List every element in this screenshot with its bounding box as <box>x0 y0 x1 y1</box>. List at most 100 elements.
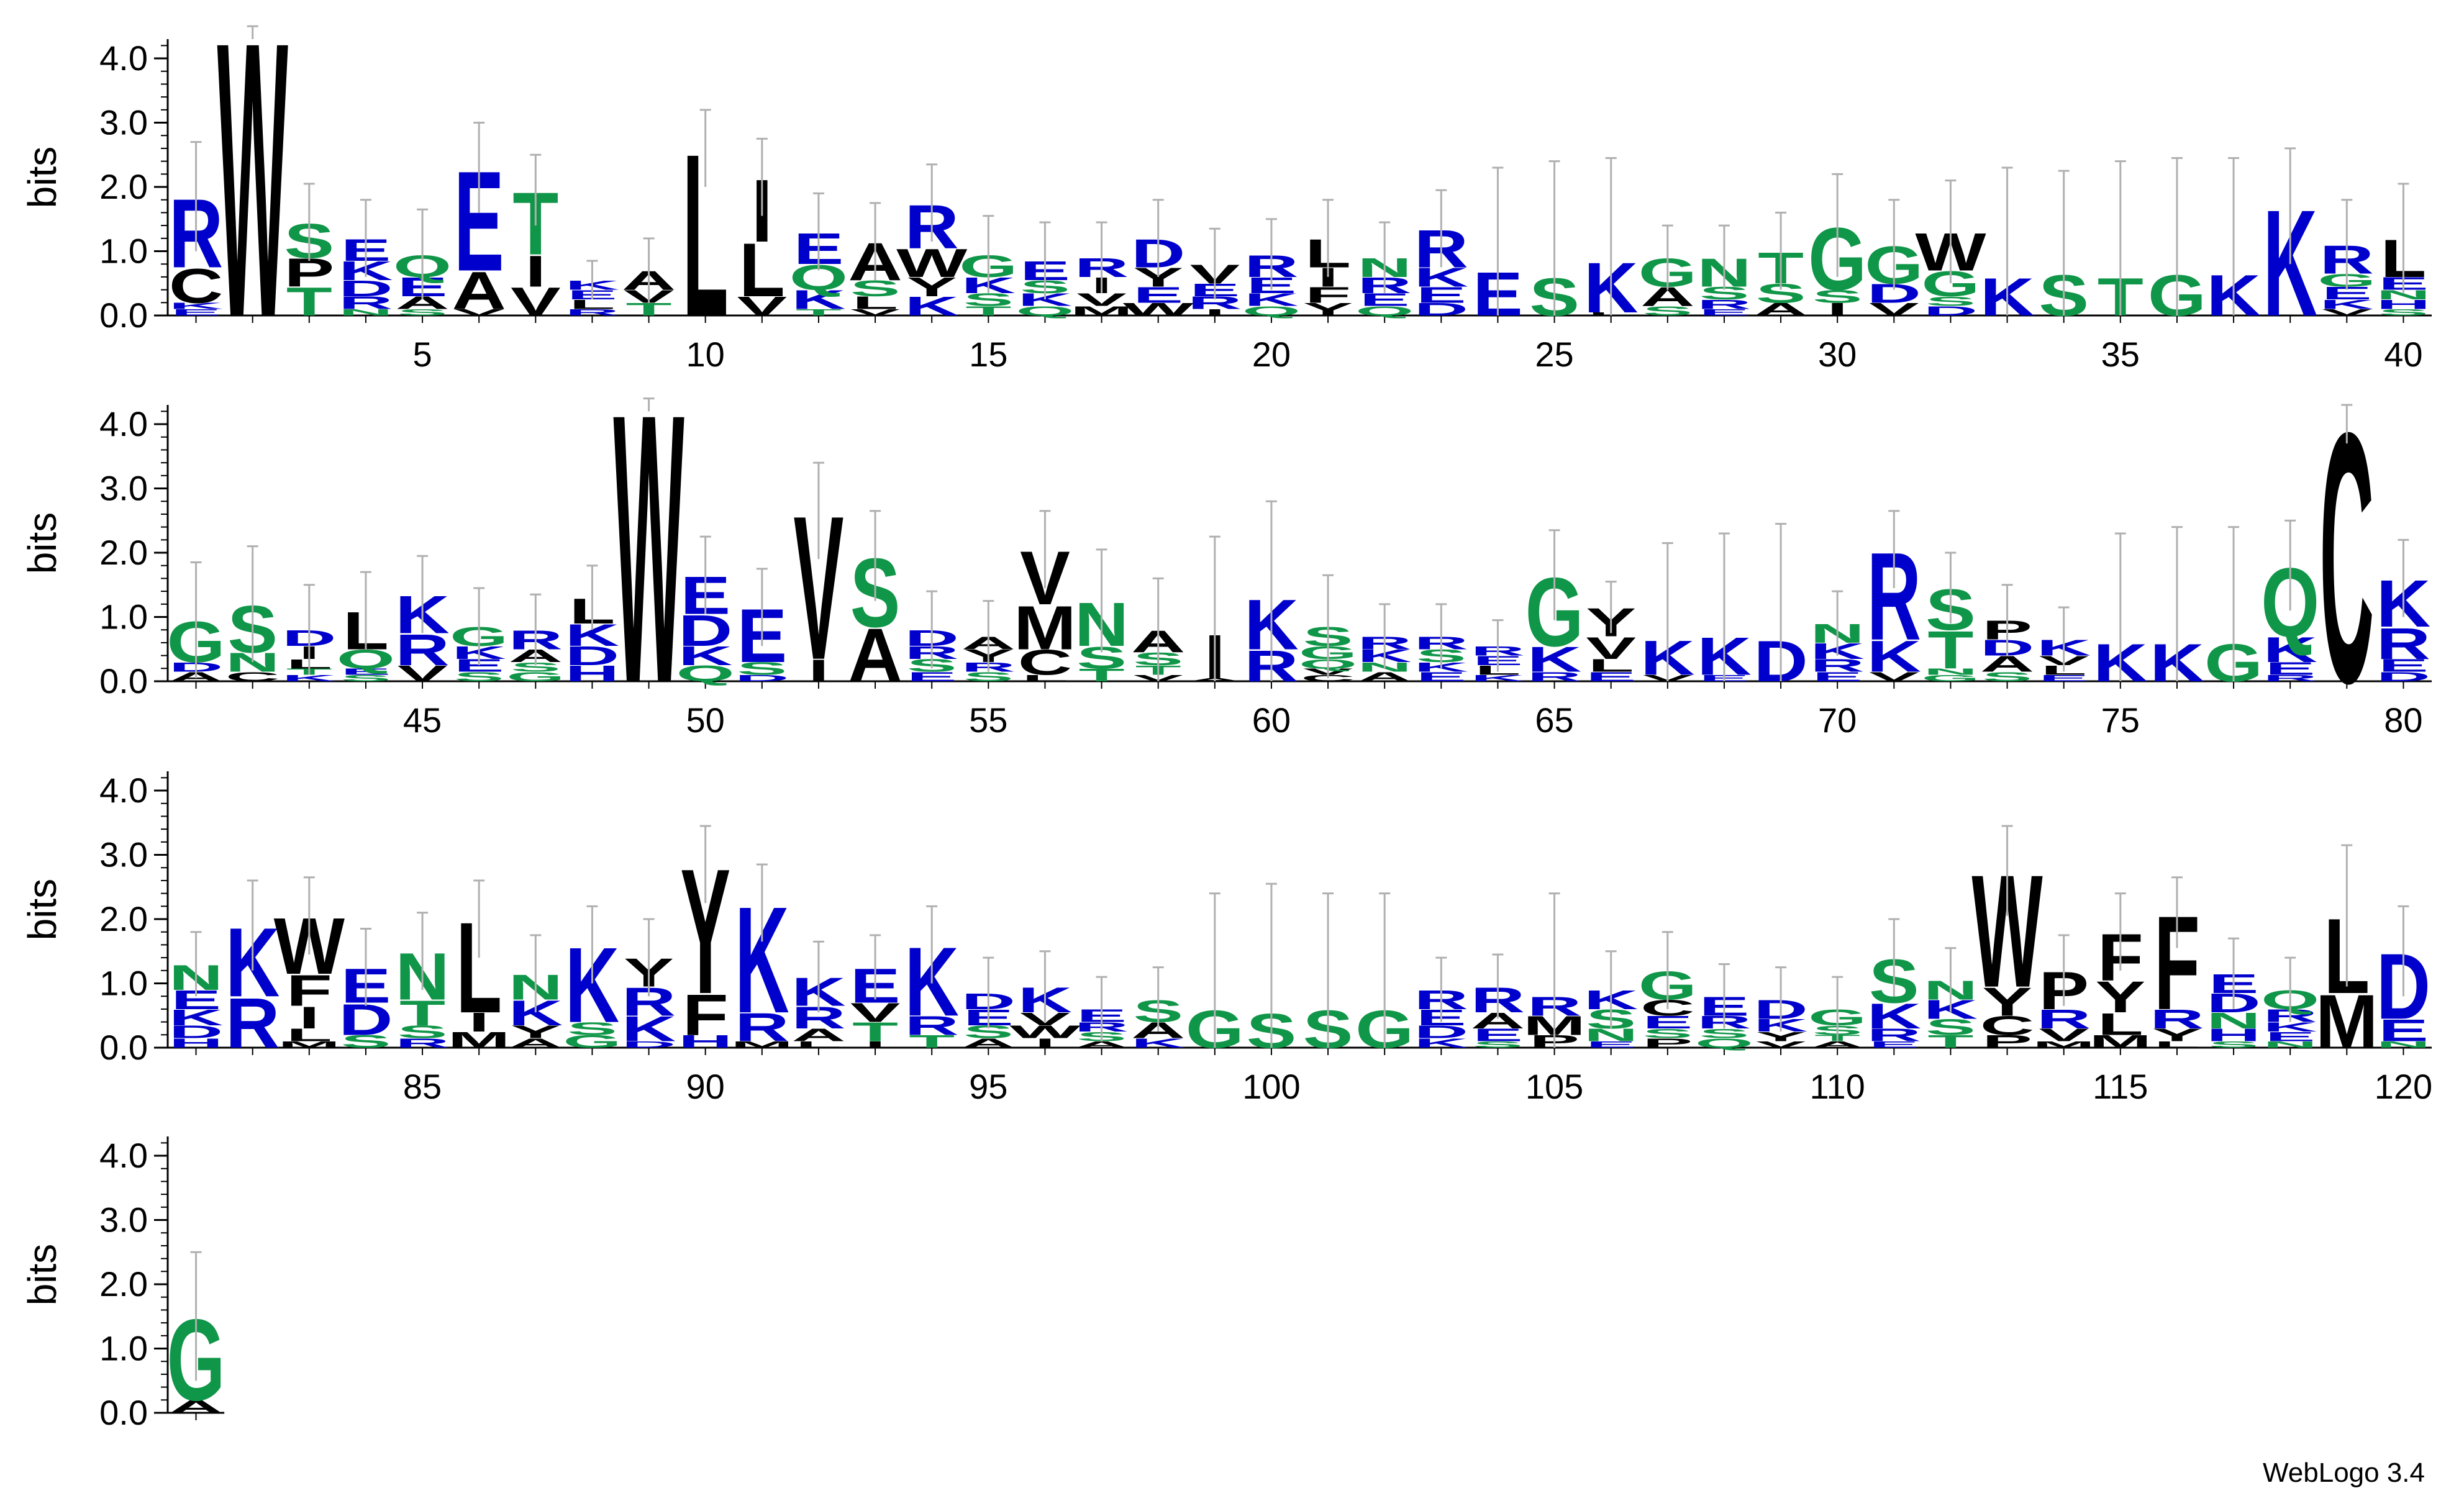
residue-K: K <box>1414 263 1468 292</box>
residue-H: H <box>2206 1025 2260 1045</box>
residue-E: E <box>2265 1029 2316 1044</box>
residue-G: G <box>1921 673 1980 683</box>
x-tick-label: 55 <box>969 701 1007 740</box>
residue-C: C <box>225 669 280 684</box>
residue-K: K <box>2263 630 2317 669</box>
residue-Y: Y <box>2095 973 2145 1022</box>
x-tick-label: 50 <box>686 701 725 740</box>
residue-T: T <box>1927 1032 1973 1051</box>
stack-position-59: AI <box>1188 535 1242 692</box>
residue-M: M <box>730 1040 793 1050</box>
residue-W: W <box>1009 1022 1080 1041</box>
x-tick-label: 120 <box>2375 1067 2432 1106</box>
stack-position-29: AST <box>1753 211 1808 319</box>
residue-A: A <box>962 1036 1016 1051</box>
residue-S: S <box>1642 304 1693 319</box>
residue-V: V <box>1586 630 1636 665</box>
y-tick-label: 0.0 <box>99 1028 148 1067</box>
stack-position-67: VK <box>1640 542 1694 686</box>
residue-V: V <box>850 998 901 1028</box>
residue-Y: Y <box>511 1022 561 1041</box>
residue-K: K <box>622 1009 676 1049</box>
residue-N: N <box>1924 667 1978 677</box>
residue-D: D <box>1414 299 1468 319</box>
y-tick-label: 3.0 <box>99 1200 148 1240</box>
residue-E: E <box>341 667 391 677</box>
y-axis-title: bits <box>20 512 65 574</box>
residue-S: S <box>1982 669 2032 684</box>
stack-position-79: C <box>2320 359 2374 758</box>
stack-position-2: W <box>217 0 289 399</box>
stack-position-30: ISG <box>1808 173 1866 319</box>
residue-D: D <box>2376 669 2430 684</box>
x-tick-label: 45 <box>403 701 442 740</box>
stack-position-35: T <box>2098 160 2143 327</box>
residue-R: R <box>339 293 393 313</box>
residue-D: D <box>622 1040 676 1050</box>
residue-I: I <box>865 1040 886 1050</box>
residue-E: E <box>1869 1040 1919 1050</box>
residue-S: S <box>737 659 787 679</box>
residue-H: H <box>565 661 619 686</box>
residue-K: K <box>1867 996 1921 1036</box>
residue-S: S <box>1642 1026 1693 1041</box>
stack-position-99: G <box>1186 892 1244 1059</box>
residue-V: V <box>398 661 448 686</box>
residue-K: K <box>169 301 223 311</box>
residue-D: D <box>735 673 789 683</box>
y-tick-label: 1.0 <box>99 232 148 271</box>
residue-K: K <box>2263 1020 2317 1035</box>
residue-R: R <box>1867 1025 1921 1045</box>
y-tick-label: 3.0 <box>99 469 148 508</box>
residue-E: E <box>1416 283 1466 307</box>
residue-R: R <box>1810 655 1864 675</box>
residue-A: A <box>1753 299 1807 319</box>
residue-A: A <box>1075 1040 1129 1050</box>
residue-Q: Q <box>676 661 735 686</box>
stack-position-94: TRK <box>904 905 959 1051</box>
residue-V: V <box>1756 1040 1806 1050</box>
residue-L: L <box>852 293 898 313</box>
residue-A: A <box>791 1025 845 1045</box>
residue-R: R <box>2150 1005 2204 1035</box>
stack-position-51: DSE <box>735 568 789 683</box>
residue-A: A <box>1357 669 1411 684</box>
x-tick-label: 80 <box>2384 701 2422 740</box>
residue-K: K <box>1527 640 1581 679</box>
stack-position-77: G <box>2204 526 2263 693</box>
residue-I: I <box>525 247 546 296</box>
stack-position-27: SAG <box>1639 224 1697 319</box>
stack-position-60: RK <box>1244 500 1299 691</box>
residue-T: T <box>852 1017 898 1047</box>
y-tick-label: 2.0 <box>99 533 148 572</box>
stack-position-11: VLI <box>737 137 787 321</box>
y-tick-label: 1.0 <box>99 1329 148 1368</box>
residue-L: L <box>1588 655 1634 675</box>
residue-W: W <box>1123 299 1194 319</box>
residue-E: E <box>1586 1040 1636 1050</box>
stack-position-65: RKG <box>1525 529 1584 684</box>
residue-S: S <box>398 307 448 317</box>
y-tick-label: 0.0 <box>99 296 148 335</box>
residue-S: S <box>1473 1040 1523 1050</box>
